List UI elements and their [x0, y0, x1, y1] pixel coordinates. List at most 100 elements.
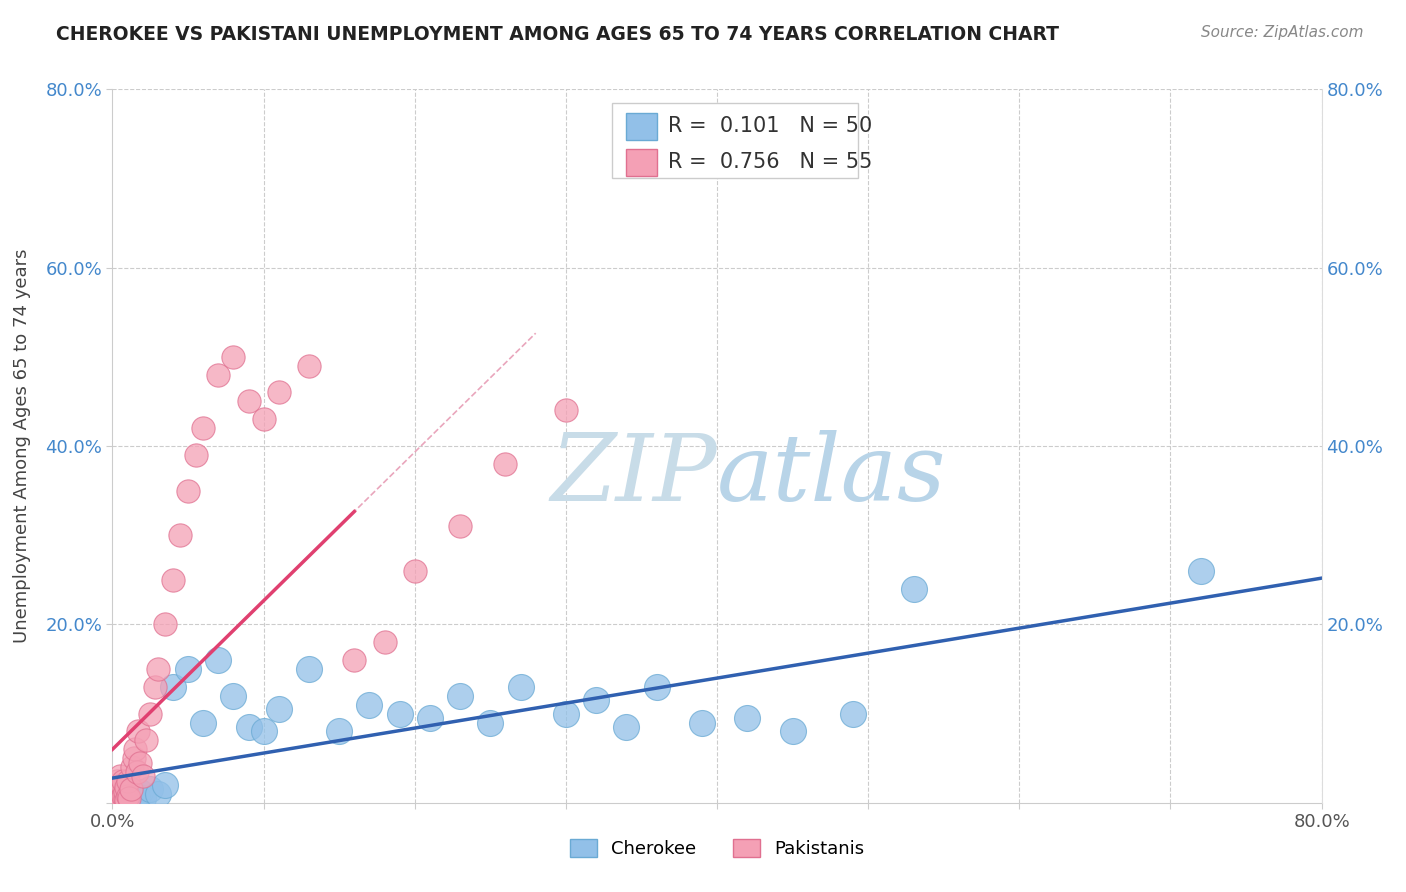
Point [121, 760, 143, 774]
Point [128, 785, 150, 799]
Point [132, 769, 155, 783]
Point [184, 448, 207, 462]
Point [120, 782, 142, 797]
Point [146, 662, 169, 676]
Point [177, 662, 200, 676]
Point [104, 791, 127, 805]
Point [132, 791, 155, 805]
Point [298, 662, 321, 676]
Point [222, 689, 245, 703]
Point [267, 702, 290, 716]
Point [509, 680, 531, 694]
Y-axis label: Unemployment Among Ages 65 to 74 years: Unemployment Among Ages 65 to 74 years [13, 249, 31, 643]
Text: ZIP: ZIP [550, 430, 717, 519]
Point [449, 519, 471, 533]
Text: Source: ZipAtlas.com: Source: ZipAtlas.com [1201, 25, 1364, 40]
Point [207, 368, 229, 382]
Point [108, 785, 131, 799]
Point [118, 789, 141, 804]
Text: CHEROKEE VS PAKISTANI UNEMPLOYMENT AMONG AGES 65 TO 74 YEARS CORRELATION CHART: CHEROKEE VS PAKISTANI UNEMPLOYMENT AMONG… [56, 25, 1059, 44]
Point [110, 792, 132, 806]
Point [114, 785, 136, 799]
Point [449, 689, 471, 703]
Legend: Cherokee, Pakistanis: Cherokee, Pakistanis [569, 838, 865, 858]
Point [374, 635, 396, 649]
Point [104, 789, 127, 803]
Point [343, 653, 366, 667]
Point [112, 789, 135, 803]
Point [143, 680, 166, 694]
Point [124, 742, 146, 756]
Point [479, 715, 502, 730]
Point [104, 778, 127, 792]
Point [155, 617, 177, 632]
Point [105, 773, 128, 788]
Point [112, 773, 135, 788]
Point [162, 680, 184, 694]
Point [135, 733, 157, 747]
Point [125, 764, 148, 779]
Point [495, 457, 517, 471]
Point [253, 724, 276, 739]
Point [108, 793, 131, 807]
Point [105, 787, 128, 801]
Point [118, 791, 141, 805]
Point [782, 724, 804, 739]
Point [108, 790, 131, 805]
Point [267, 385, 290, 400]
Point [110, 782, 132, 797]
Point [122, 751, 145, 765]
Point [125, 789, 148, 803]
Point [115, 788, 138, 802]
Point [903, 582, 925, 596]
Point [105, 790, 128, 805]
Point [207, 653, 229, 667]
Point [554, 403, 576, 417]
Point [253, 412, 276, 426]
Point [117, 789, 139, 803]
Point [110, 789, 132, 803]
Point [177, 483, 200, 498]
Point [645, 680, 668, 694]
Point [103, 791, 125, 805]
Point [107, 789, 129, 804]
Point [112, 792, 135, 806]
Point [191, 421, 214, 435]
Point [120, 787, 142, 801]
Point [115, 780, 138, 794]
Point [107, 792, 129, 806]
Point [298, 359, 321, 373]
Point [146, 787, 169, 801]
Point [117, 773, 139, 788]
Point [108, 782, 131, 797]
Point [162, 573, 184, 587]
Point [328, 724, 350, 739]
Point [238, 720, 260, 734]
Point [128, 756, 150, 770]
Point [169, 528, 191, 542]
Point [616, 720, 638, 734]
Point [388, 706, 411, 721]
Point [238, 394, 260, 409]
Point [110, 778, 132, 792]
Point [191, 715, 214, 730]
Point [114, 790, 136, 805]
Point [222, 350, 245, 364]
Point [690, 715, 713, 730]
Point [585, 693, 607, 707]
Point [104, 793, 127, 807]
Point [139, 706, 162, 721]
Point [105, 793, 128, 807]
Point [107, 787, 129, 801]
Point [1189, 564, 1212, 578]
Point [108, 769, 131, 783]
Text: R =  0.756   N = 55: R = 0.756 N = 55 [668, 152, 872, 171]
Point [419, 711, 441, 725]
Point [122, 793, 145, 807]
Text: atlas: atlas [717, 430, 946, 519]
Point [127, 724, 149, 739]
Point [103, 793, 125, 807]
Point [103, 782, 125, 797]
Point [554, 706, 576, 721]
Point [842, 706, 865, 721]
